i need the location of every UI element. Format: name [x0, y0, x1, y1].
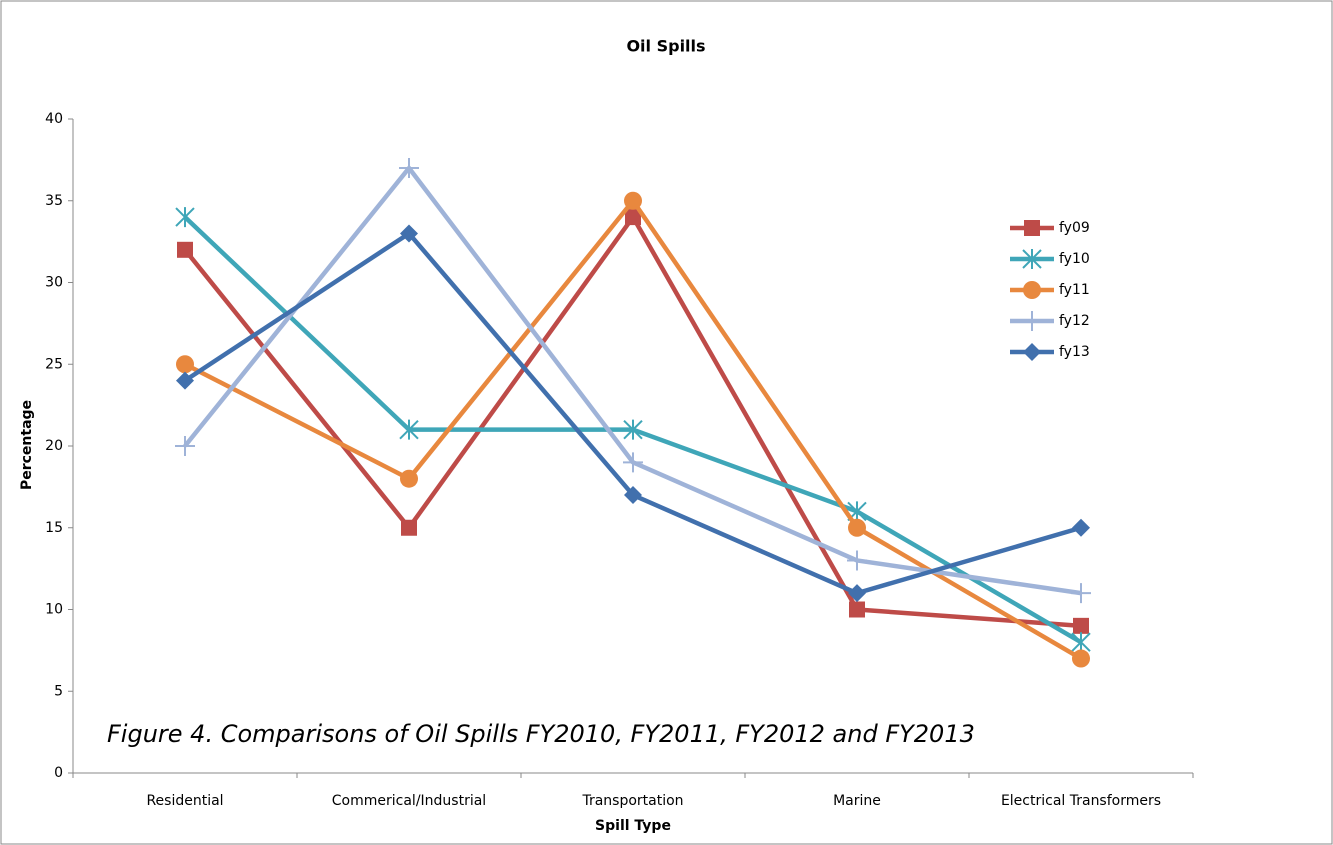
- legend-marker: [1023, 281, 1041, 299]
- y-tick-label: 10: [45, 602, 63, 618]
- legend-marker: [1022, 249, 1042, 269]
- y-tick-label: 20: [45, 438, 63, 454]
- marker: [625, 209, 641, 226]
- legend-marker: [1022, 311, 1042, 331]
- marker: [624, 486, 642, 505]
- x-tick-label: Commerical/Industrial: [332, 793, 486, 809]
- marker: [848, 584, 866, 603]
- marker: [1071, 583, 1091, 604]
- y-tick-label: 5: [54, 683, 63, 699]
- legend-label: fy13: [1059, 344, 1090, 360]
- y-tick-label: 15: [45, 520, 63, 536]
- annotation: Figure 4. Comparisons of Oil Spills FY20…: [107, 720, 975, 748]
- x-tick-label: Marine: [833, 793, 881, 809]
- x-tick-label: Electrical Transformers: [1001, 793, 1161, 809]
- legend-label: fy11: [1059, 282, 1090, 298]
- y-tick-label: 0: [54, 765, 63, 781]
- legend-label: fy10: [1059, 251, 1090, 267]
- marker: [1072, 518, 1090, 537]
- marker: [623, 452, 643, 473]
- marker: [176, 355, 194, 374]
- legend-label: fy09: [1059, 220, 1090, 236]
- x-tick-label: Residential: [146, 793, 223, 809]
- marker: [1071, 632, 1091, 653]
- marker: [176, 371, 194, 390]
- legend-label: fy12: [1059, 313, 1090, 329]
- x-axis-label: Spill Type: [595, 818, 671, 834]
- legend-marker: [1023, 343, 1041, 361]
- marker: [401, 519, 417, 536]
- x-tick-label: Transportation: [581, 793, 683, 809]
- marker: [849, 601, 865, 618]
- marker: [399, 419, 419, 440]
- legend-marker: [1024, 220, 1040, 236]
- marker: [624, 191, 642, 210]
- marker: [848, 518, 866, 537]
- marker: [847, 550, 867, 571]
- y-axis-label: Percentage: [19, 400, 35, 490]
- marker: [623, 419, 643, 440]
- y-tick-label: 25: [45, 356, 63, 372]
- marker: [399, 158, 419, 179]
- chart-title: Oil Spills: [626, 37, 705, 56]
- marker: [1072, 649, 1090, 668]
- marker: [177, 241, 193, 258]
- marker: [175, 207, 195, 228]
- y-tick-label: 40: [45, 111, 63, 127]
- marker: [400, 224, 418, 243]
- marker: [175, 436, 195, 456]
- y-tick-label: 30: [45, 275, 63, 291]
- marker: [400, 469, 418, 488]
- marker: [1073, 617, 1089, 634]
- y-tick-label: 35: [45, 193, 63, 209]
